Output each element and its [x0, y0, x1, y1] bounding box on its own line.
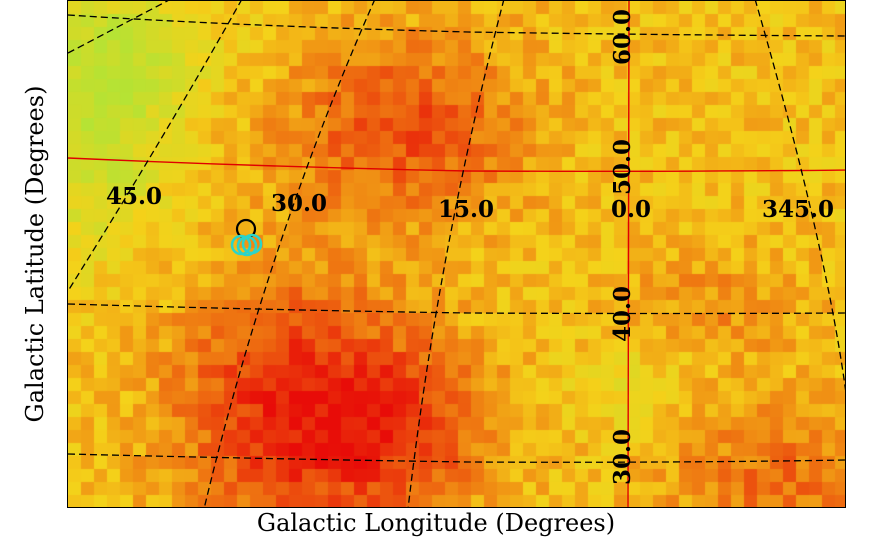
source-marker-cyan-3: [241, 233, 263, 255]
lon-label-30: 30.0: [271, 190, 327, 217]
lat-line-30: [68, 453, 845, 463]
lon-line-345: [754, 1, 845, 391]
lat-label-60: 60.0: [609, 9, 636, 65]
coordinate-grid-overlay: 45.0 30.0 15.0 0.0 345.0 60.0 50.0 40.0 …: [68, 1, 845, 507]
lon-label-15: 15.0: [438, 196, 494, 223]
lon-label-45: 45.0: [106, 183, 162, 210]
y-axis-label: Galactic Latitude (Degrees): [21, 85, 49, 423]
lon-line-15: [407, 1, 505, 507]
lon-line-30: [203, 1, 375, 507]
lon-label-0: 0.0: [611, 196, 651, 223]
lat-line-60: [68, 14, 845, 37]
x-axis-label: Galactic Longitude (Degrees): [256, 509, 616, 537]
lon-line-0-red: [627, 1, 630, 507]
intensity-heatmap: [68, 1, 845, 507]
lat-line-50-red: [68, 157, 845, 173]
lon-line-60: [68, 1, 169, 54]
lat-label-50: 50.0: [609, 139, 636, 195]
lon-line-45: [68, 1, 242, 292]
lon-label-345: 345.0: [762, 196, 834, 223]
lat-line-40: [68, 303, 845, 315]
sky-map: 45.0 30.0 15.0 0.0 345.0 60.0 50.0 40.0 …: [67, 0, 846, 508]
lat-label-30: 30.0: [609, 429, 636, 485]
lat-label-40: 40.0: [609, 286, 636, 342]
